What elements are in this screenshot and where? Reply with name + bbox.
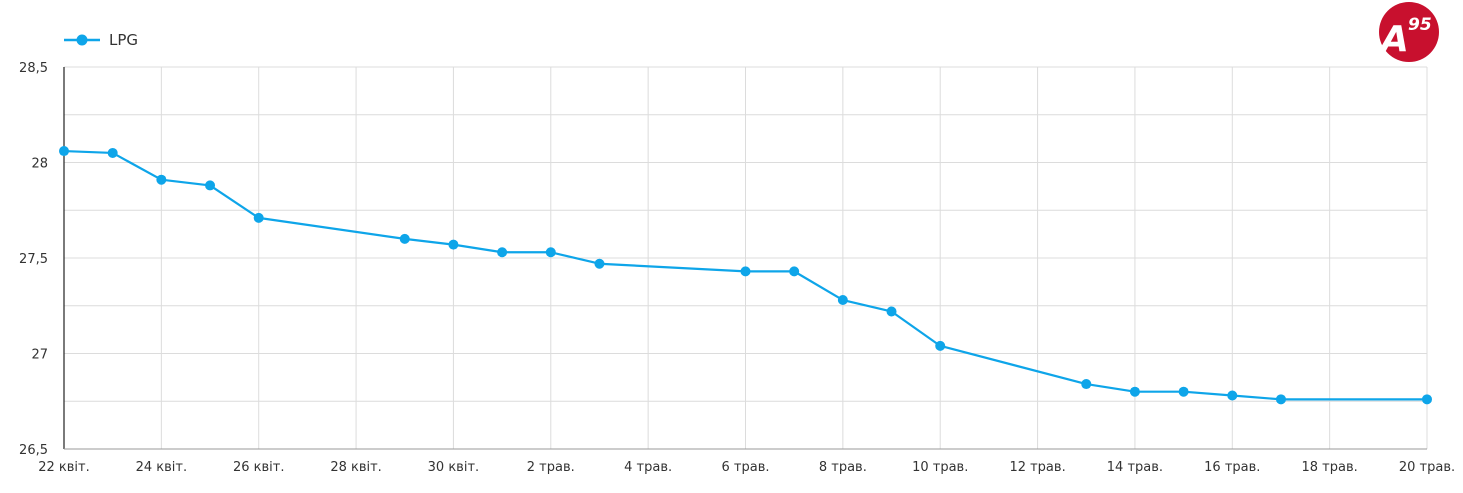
x-tick-label: 30 квіт. bbox=[428, 460, 480, 475]
x-tick-label: 8 трав. bbox=[819, 460, 867, 475]
y-tick-label: 27,5 bbox=[19, 252, 48, 267]
x-tick-label: 28 квіт. bbox=[330, 460, 382, 475]
x-tick-label: 16 трав. bbox=[1204, 460, 1260, 475]
x-tick-label: 22 квіт. bbox=[38, 460, 90, 475]
axes bbox=[63, 67, 1427, 450]
a95-logo: A 95 bbox=[1378, 2, 1439, 62]
data-point bbox=[545, 247, 556, 258]
y-tick-label: 28,5 bbox=[19, 61, 48, 76]
data-point bbox=[205, 180, 216, 191]
data-point bbox=[448, 239, 459, 250]
grid-lines bbox=[63, 66, 1428, 450]
logo-number: 95 bbox=[1408, 15, 1432, 35]
x-tick-label: 4 трав. bbox=[624, 460, 672, 475]
data-point bbox=[156, 174, 167, 185]
x-tick-label: 18 трав. bbox=[1302, 460, 1358, 475]
y-axis-tick-labels: 28,5 28 27,5 27 26,5 bbox=[19, 61, 48, 458]
legend-label-lpg: LPG bbox=[109, 31, 138, 49]
x-axis-tick-labels: 22 квіт. 24 квіт. 26 квіт. 28 квіт. 30 квіт.… bbox=[38, 460, 1455, 475]
y-tick-label: 26,5 bbox=[19, 443, 48, 458]
logo-letter: A bbox=[1378, 19, 1409, 60]
x-tick-label: 12 трав. bbox=[1009, 460, 1065, 475]
data-point bbox=[253, 212, 264, 223]
legend[interactable]: LPG bbox=[64, 31, 138, 49]
data-point bbox=[789, 266, 800, 277]
x-tick-label: 2 трав. bbox=[527, 460, 575, 475]
x-tick-label: 14 трав. bbox=[1107, 460, 1163, 475]
data-point bbox=[594, 258, 605, 269]
x-tick-label: 26 квіт. bbox=[233, 460, 285, 475]
y-tick-label: 28 bbox=[31, 157, 48, 172]
data-point bbox=[107, 147, 118, 158]
data-point bbox=[497, 247, 508, 258]
data-point bbox=[1227, 390, 1238, 401]
legend-marker-lpg bbox=[76, 34, 88, 46]
logo-circle bbox=[1379, 2, 1439, 62]
data-point bbox=[837, 295, 848, 306]
data-point bbox=[59, 146, 69, 157]
data-point bbox=[1129, 386, 1140, 397]
data-point bbox=[1081, 379, 1092, 390]
data-point bbox=[740, 266, 751, 277]
data-point bbox=[399, 233, 410, 244]
x-tick-label: 6 трав. bbox=[722, 460, 770, 475]
x-tick-label: 10 трав. bbox=[912, 460, 968, 475]
series-lpg bbox=[59, 146, 1432, 405]
x-tick-label: 24 квіт. bbox=[136, 460, 188, 475]
data-point bbox=[1275, 394, 1286, 405]
y-tick-label: 27 bbox=[31, 348, 48, 363]
data-point bbox=[1422, 394, 1432, 405]
x-tick-label: 20 трав. bbox=[1399, 460, 1455, 475]
data-point bbox=[886, 306, 897, 317]
data-point bbox=[935, 340, 946, 351]
data-point bbox=[1178, 386, 1189, 397]
